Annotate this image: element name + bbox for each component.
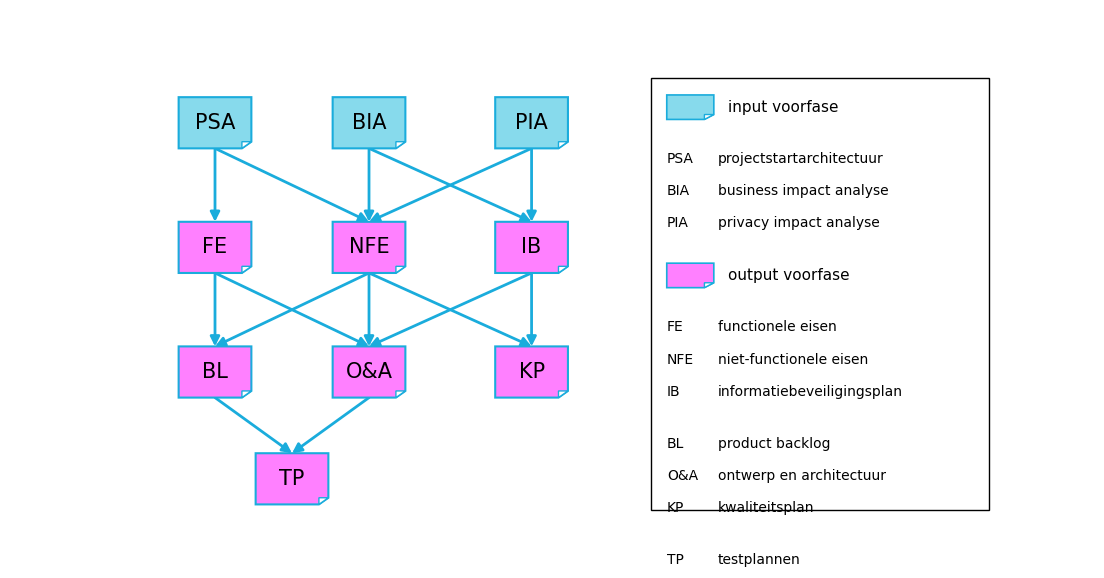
Polygon shape xyxy=(704,114,714,120)
Polygon shape xyxy=(396,391,405,398)
Text: TP: TP xyxy=(667,553,683,567)
Text: TP: TP xyxy=(279,469,305,489)
Polygon shape xyxy=(396,266,405,273)
Polygon shape xyxy=(179,222,252,273)
Polygon shape xyxy=(496,97,567,149)
Polygon shape xyxy=(179,97,252,149)
Polygon shape xyxy=(496,222,567,273)
Text: PSA: PSA xyxy=(667,152,693,166)
Text: product backlog: product backlog xyxy=(718,436,830,451)
Text: ontwerp en architectuur: ontwerp en architectuur xyxy=(718,469,887,483)
Text: BL: BL xyxy=(667,436,684,451)
Text: niet-functionele eisen: niet-functionele eisen xyxy=(718,353,869,366)
Polygon shape xyxy=(242,266,252,273)
Polygon shape xyxy=(332,222,405,273)
Text: testplannen: testplannen xyxy=(718,553,800,567)
Text: business impact analyse: business impact analyse xyxy=(718,184,889,198)
Text: IB: IB xyxy=(667,384,680,399)
Polygon shape xyxy=(559,142,567,149)
Text: O&A: O&A xyxy=(667,469,698,483)
Text: privacy impact analyse: privacy impact analyse xyxy=(718,216,880,231)
Text: BIA: BIA xyxy=(352,113,386,133)
Text: PIA: PIA xyxy=(516,113,548,133)
Text: O&A: O&A xyxy=(346,362,393,382)
Polygon shape xyxy=(496,346,567,398)
Text: NFE: NFE xyxy=(667,353,694,366)
Text: NFE: NFE xyxy=(349,238,390,257)
Text: functionele eisen: functionele eisen xyxy=(718,320,837,335)
Polygon shape xyxy=(559,266,567,273)
Text: FE: FE xyxy=(667,320,683,335)
Text: PIA: PIA xyxy=(667,216,689,231)
Text: FE: FE xyxy=(202,238,227,257)
Polygon shape xyxy=(242,391,252,398)
Polygon shape xyxy=(396,142,405,149)
Polygon shape xyxy=(332,97,405,149)
Polygon shape xyxy=(667,263,714,288)
Text: projectstartarchitectuur: projectstartarchitectuur xyxy=(718,152,884,166)
Text: kwaliteitsplan: kwaliteitsplan xyxy=(718,501,815,515)
Text: KP: KP xyxy=(667,501,684,515)
Polygon shape xyxy=(179,346,252,398)
Text: informatiebeveiligingsplan: informatiebeveiligingsplan xyxy=(718,384,903,399)
Text: BL: BL xyxy=(202,362,227,382)
Text: BIA: BIA xyxy=(667,184,690,198)
FancyBboxPatch shape xyxy=(651,78,989,510)
Polygon shape xyxy=(242,142,252,149)
Polygon shape xyxy=(704,283,714,288)
Polygon shape xyxy=(559,391,567,398)
Text: output voorfase: output voorfase xyxy=(728,268,849,283)
Polygon shape xyxy=(319,498,328,505)
Text: input voorfase: input voorfase xyxy=(728,99,838,114)
Text: KP: KP xyxy=(519,362,544,382)
Polygon shape xyxy=(256,453,328,505)
Polygon shape xyxy=(667,95,714,120)
Text: PSA: PSA xyxy=(194,113,235,133)
Polygon shape xyxy=(332,346,405,398)
Text: IB: IB xyxy=(521,238,542,257)
